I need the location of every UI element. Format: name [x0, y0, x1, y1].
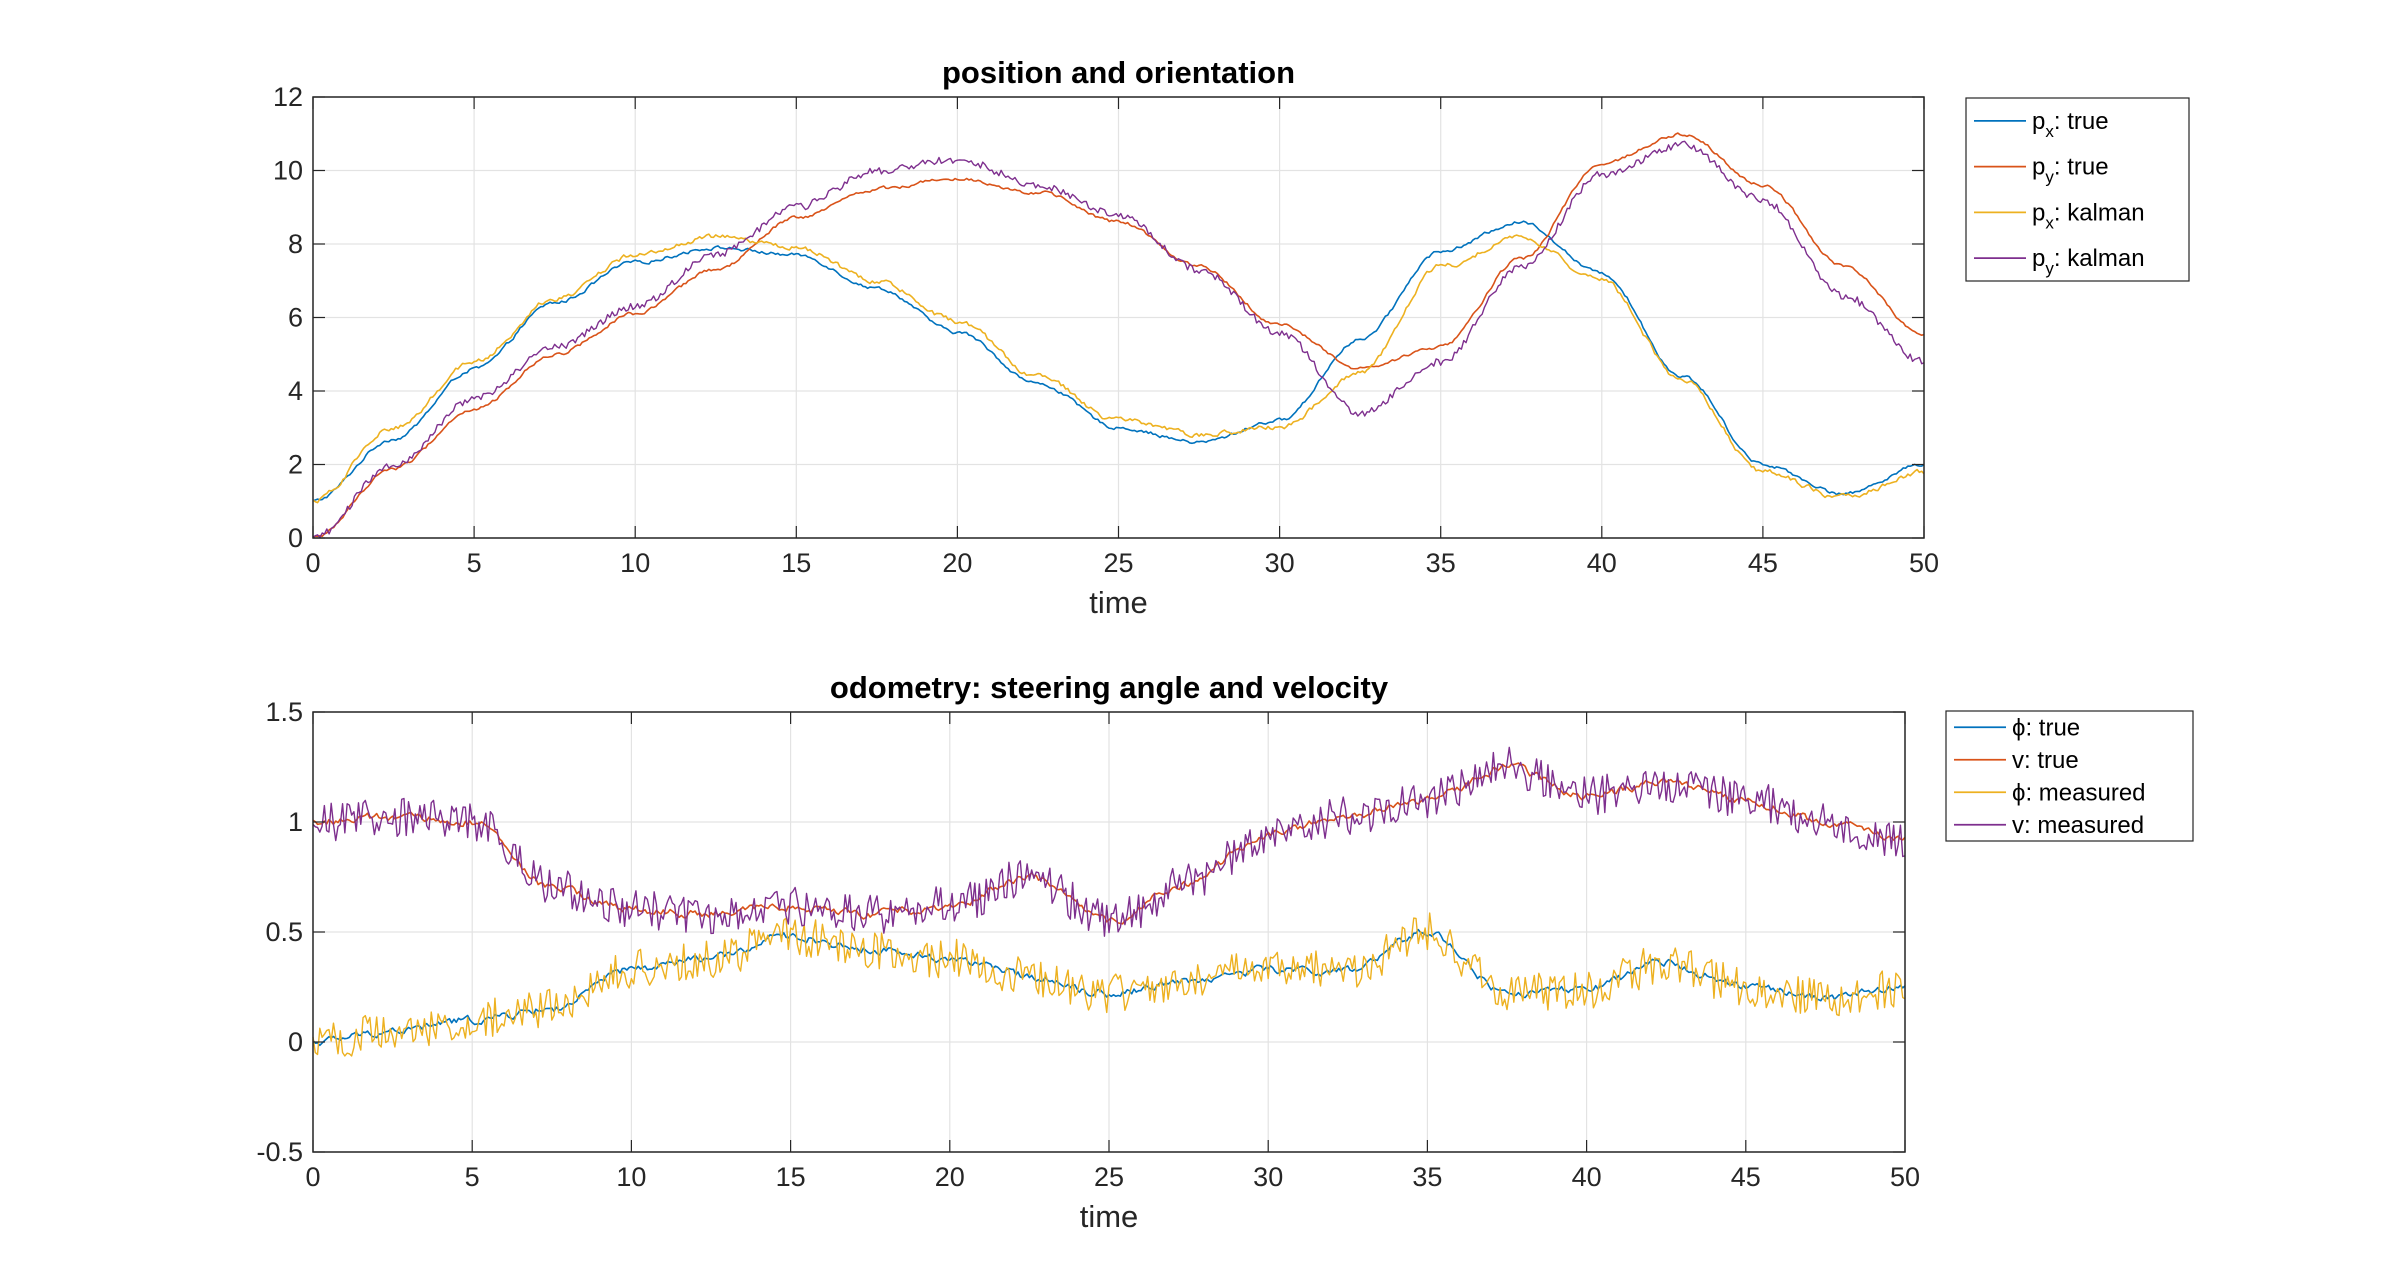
legend-box [1965, 97, 2190, 282]
legend-entry: ϕ: measured [2012, 779, 2146, 806]
x-tick-label: 45 [1748, 548, 1778, 578]
x-tick-label: 45 [1731, 1162, 1761, 1192]
x-tick-label: 25 [1094, 1162, 1124, 1192]
x-tick-label: 0 [305, 1162, 320, 1192]
series-line [312, 132, 1925, 539]
x-tick-label: 30 [1265, 548, 1295, 578]
y-tick-label: 0 [288, 523, 303, 553]
y-tick-label: 1 [288, 807, 303, 837]
x-tick-label: 5 [467, 548, 482, 578]
legend-entry: ϕ: true [2012, 714, 2080, 741]
x-tick-label: 20 [942, 548, 972, 578]
x-tick-label: 15 [781, 548, 811, 578]
y-tick-label: 0 [288, 1027, 303, 1057]
legend-entry: px: kalman [2032, 199, 2145, 232]
y-tick-label: 1.5 [265, 697, 303, 727]
x-axis-label: time [1089, 585, 1148, 620]
legend-entry: py: kalman [2032, 245, 2145, 278]
x-tick-label: 0 [305, 548, 320, 578]
legend-entry: v: true [2012, 747, 2079, 774]
y-tick-label: 10 [273, 156, 303, 186]
x-tick-label: 25 [1103, 548, 1133, 578]
legend-entry: v: measured [2012, 812, 2144, 839]
plot-position-orientation: 0 5 10 15 20 25 30 35 40 45 50 0 2 4 6 8 10 12 position a… [273, 55, 2190, 620]
x-tick-label: 50 [1909, 548, 1939, 578]
x-axis-label: time [1080, 1199, 1139, 1234]
series-line [312, 762, 1906, 925]
x-tick-label: 15 [776, 1162, 806, 1192]
x-tick-label: 5 [465, 1162, 480, 1192]
y-tick-label: 6 [288, 303, 303, 333]
series-line [312, 220, 1925, 502]
legend-box [1945, 710, 2194, 842]
x-tick-label: 40 [1587, 548, 1617, 578]
x-tick-label: 50 [1890, 1162, 1920, 1192]
y-tick-label: 12 [273, 82, 303, 112]
plot-odometry: 0 5 10 15 20 25 30 35 40 45 50-0.500.511.5 odometr… [256, 670, 2194, 1234]
y-tick-label: 4 [288, 376, 303, 406]
y-tick-label: 2 [288, 450, 303, 480]
x-tick-label: 40 [1572, 1162, 1602, 1192]
series-line [312, 912, 1906, 1057]
y-tick-label: 8 [288, 229, 303, 259]
x-tick-label: 30 [1253, 1162, 1283, 1192]
chart-title: odometry: steering angle and velocity [830, 670, 1389, 705]
y-tick-label: -0.5 [256, 1137, 303, 1167]
x-tick-label: 10 [620, 548, 650, 578]
legend: ϕ: true v: true ϕ: measured v: measured [1945, 710, 2194, 842]
chart-title: position and orientation [942, 55, 1295, 90]
x-tick-label: 20 [935, 1162, 965, 1192]
series-line [312, 233, 1925, 504]
legend: px: true py: true px: kalman py: kalman [1965, 97, 2190, 282]
legend-entry: px: true [2032, 108, 2109, 141]
series-line [312, 140, 1925, 539]
series-line [312, 746, 1906, 937]
legend-entry: py: true [2032, 154, 2109, 187]
y-tick-label: 0.5 [265, 917, 303, 947]
x-tick-label: 35 [1426, 548, 1456, 578]
x-tick-label: 35 [1412, 1162, 1442, 1192]
x-tick-label: 10 [616, 1162, 646, 1192]
